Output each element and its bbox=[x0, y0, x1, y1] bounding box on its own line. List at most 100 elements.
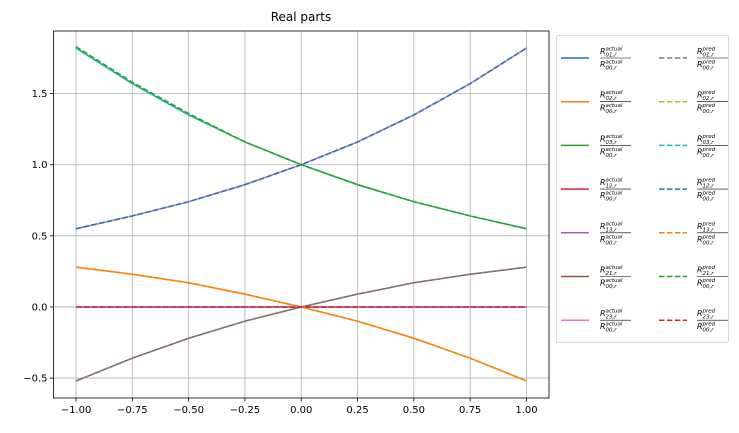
legend-symbol: R bbox=[697, 309, 703, 318]
legend-sup: pred bbox=[702, 47, 716, 53]
legend-sup: actual bbox=[606, 265, 623, 271]
legend-symbol: R bbox=[697, 60, 703, 69]
legend-symbol: R bbox=[697, 104, 703, 113]
legend-sup: actual bbox=[606, 178, 623, 184]
y-tick-label: 0.0 bbox=[32, 302, 48, 313]
legend-sub: 01,r bbox=[606, 53, 618, 59]
legend-symbol: R bbox=[600, 60, 606, 69]
legend-sub: 00,r bbox=[703, 240, 715, 246]
x-tick-label: 0.75 bbox=[459, 405, 481, 416]
legend-sub: 00,r bbox=[703, 328, 715, 334]
legend-symbol: R bbox=[697, 222, 703, 231]
legend-sub: 01,r bbox=[703, 53, 715, 59]
legend-symbol: R bbox=[697, 47, 703, 56]
legend-sub: 00,r bbox=[606, 109, 618, 115]
x-tick-label: −0.50 bbox=[173, 405, 204, 416]
legend-symbol: R bbox=[600, 222, 606, 231]
legend-symbol: R bbox=[600, 235, 606, 244]
legend-sub: 00,r bbox=[606, 153, 618, 159]
legend-sup: pred bbox=[702, 147, 716, 153]
legend-sub: 12,r bbox=[606, 184, 618, 190]
legend-sub: 00,r bbox=[703, 153, 715, 159]
legend-sub: 13,r bbox=[703, 227, 715, 233]
legend-sub: 00,r bbox=[703, 66, 715, 72]
legend-sup: pred bbox=[702, 134, 716, 140]
legend-sup: pred bbox=[702, 309, 716, 315]
x-tick-label: −0.75 bbox=[117, 405, 148, 416]
legend-sub: 00,r bbox=[703, 109, 715, 115]
series-line bbox=[75, 266, 527, 382]
legend-sup: pred bbox=[702, 103, 716, 109]
legend-symbol: R bbox=[697, 134, 703, 143]
legend-sup: pred bbox=[702, 60, 716, 66]
legend-sub: 21,r bbox=[703, 271, 715, 277]
legend-symbol: R bbox=[600, 178, 606, 187]
y-tick-label: −0.5 bbox=[23, 374, 47, 385]
legend-symbol: R bbox=[600, 91, 606, 100]
legend-symbol: R bbox=[600, 104, 606, 113]
legend-sup: pred bbox=[702, 234, 716, 240]
chart-title: Real parts bbox=[271, 10, 332, 24]
legend-sup: pred bbox=[702, 278, 716, 284]
legend-symbol: R bbox=[697, 279, 703, 288]
legend-sub: 23,r bbox=[703, 315, 715, 321]
legend-sub: 00,r bbox=[606, 240, 618, 246]
legend-sup: actual bbox=[606, 90, 623, 96]
legend-symbol: R bbox=[600, 266, 606, 275]
legend-sub: 00,r bbox=[606, 284, 618, 290]
x-tick-label: −1.00 bbox=[61, 405, 92, 416]
legend-sup: pred bbox=[702, 265, 716, 271]
legend-box bbox=[556, 35, 729, 343]
legend-sub: 00,r bbox=[606, 66, 618, 72]
legend-sub: 00,r bbox=[606, 197, 618, 203]
legend-sup: pred bbox=[702, 221, 716, 227]
legend-symbol: R bbox=[600, 322, 606, 331]
x-tick-label: 0.25 bbox=[346, 405, 368, 416]
legend-sup: pred bbox=[702, 322, 716, 328]
y-tick-label: 1.5 bbox=[32, 89, 48, 100]
legend-symbol: R bbox=[697, 266, 703, 275]
legend-sup: pred bbox=[702, 90, 716, 96]
y-tick-label: 0.5 bbox=[32, 231, 48, 242]
legend-sub: 00,r bbox=[703, 197, 715, 203]
x-tick-label: 1.00 bbox=[515, 405, 537, 416]
legend-symbol: R bbox=[697, 91, 703, 100]
legend-sub: 23,r bbox=[606, 315, 618, 321]
legend-sub: 03,r bbox=[606, 140, 618, 146]
legend-sub: 03,r bbox=[703, 140, 715, 146]
legend-sup: actual bbox=[606, 234, 623, 240]
legend-sup: actual bbox=[606, 278, 623, 284]
legend-sup: actual bbox=[606, 103, 623, 109]
y-tick-label: 1.0 bbox=[32, 160, 48, 171]
legend-symbol: R bbox=[697, 235, 703, 244]
legend-sub: 13,r bbox=[606, 227, 618, 233]
legend-sup: actual bbox=[606, 322, 623, 328]
legend-sub: 02,r bbox=[606, 96, 618, 102]
x-tick-label: 0.50 bbox=[403, 405, 425, 416]
legend-sub: 12,r bbox=[703, 184, 715, 190]
legend-sup: actual bbox=[606, 191, 623, 197]
plot-frame bbox=[53, 30, 550, 399]
legend-symbol: R bbox=[697, 322, 703, 331]
legend-symbol: R bbox=[600, 134, 606, 143]
x-tick-label: −0.25 bbox=[230, 405, 261, 416]
legend-sup: actual bbox=[606, 221, 623, 227]
x-tick-label: 0.00 bbox=[290, 405, 312, 416]
legend-symbol: R bbox=[600, 309, 606, 318]
legend-sup: actual bbox=[606, 309, 623, 315]
legend-sub: 00,r bbox=[703, 284, 715, 290]
legend-symbol: R bbox=[697, 178, 703, 187]
legend-symbol: R bbox=[600, 191, 606, 200]
legend-sup: pred bbox=[702, 178, 716, 184]
legend-sub: 02,r bbox=[703, 96, 715, 102]
legend-symbol: R bbox=[697, 191, 703, 200]
legend-sup: actual bbox=[606, 134, 623, 140]
legend-symbol: R bbox=[600, 147, 606, 156]
legend-symbol: R bbox=[600, 279, 606, 288]
legend-sup: actual bbox=[606, 147, 623, 153]
legend-symbol: R bbox=[697, 147, 703, 156]
legend-sub: 21,r bbox=[606, 271, 618, 277]
legend-sup: actual bbox=[606, 60, 623, 66]
